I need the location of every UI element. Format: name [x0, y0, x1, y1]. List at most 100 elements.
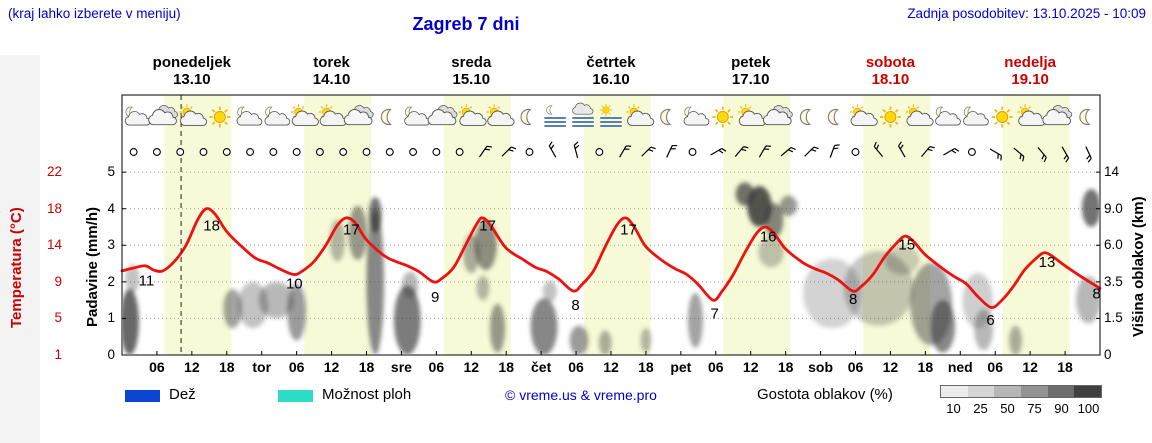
cloud-blob	[258, 281, 294, 319]
cloud-shape	[850, 110, 878, 126]
wind-barb-icon	[548, 141, 557, 158]
sun-ray	[211, 121, 216, 126]
weather-icon-cloud	[427, 105, 458, 126]
barb-tick	[1086, 154, 1091, 160]
weather-icon-sun	[712, 106, 734, 128]
cloud-shape	[487, 110, 515, 126]
day-header-četrtek: četrtek 16.10	[586, 54, 635, 88]
sun-ray	[739, 106, 743, 109]
x-axis-hour-label: 06	[847, 359, 864, 375]
barb-tick	[929, 146, 935, 149]
x-axis-hour-label: 06	[568, 359, 584, 375]
wind-barb-icon	[780, 146, 796, 157]
precipitation-tick-label: 4	[107, 200, 115, 216]
temperature-tick-label: 18	[46, 200, 62, 216]
density-tick-label: 75	[1027, 401, 1042, 416]
weather-icon-moon	[827, 108, 839, 126]
x-axis-day-label: čet	[531, 359, 552, 375]
x-axis-day-label: sre	[390, 359, 412, 375]
temperature-tick-label: 14	[46, 237, 62, 253]
wind-barb-icon	[1085, 146, 1092, 163]
density-tick-label: 90	[1054, 401, 1069, 416]
cloud-blob	[687, 292, 703, 348]
x-axis-day-label: tor	[252, 359, 272, 375]
barb-shaft	[548, 145, 557, 158]
weather-icon-moon	[380, 108, 392, 126]
cloud-shape	[963, 111, 989, 126]
wind-barb-icon	[758, 145, 771, 158]
weather-icon-sun-cloud	[486, 104, 515, 126]
x-axis-hour-label: 12	[184, 359, 200, 375]
x-axis-hour-label: 06	[987, 359, 1003, 375]
cloud-shape	[459, 110, 487, 126]
wind-calm-icon	[246, 148, 255, 156]
x-axis-hour-label: 12	[1022, 359, 1038, 375]
barb-tick	[718, 149, 724, 154]
wind-barb-icon	[873, 141, 884, 157]
barb-tick	[573, 141, 579, 146]
weather-icon-moon	[1079, 108, 1091, 126]
barb-shaft	[1013, 147, 1025, 157]
cloud-blob	[287, 283, 306, 341]
wind-barb-icon	[943, 147, 960, 156]
barb-tick	[764, 148, 770, 150]
weather-icon-cloud	[762, 105, 793, 126]
cloud-shape	[291, 110, 319, 126]
x-axis-hour-label: 18	[1057, 359, 1073, 375]
barb-tick	[1019, 154, 1022, 160]
cloud-height-tick-label: 6.0	[1104, 237, 1123, 253]
sun-ray	[714, 108, 719, 113]
cloud-shape	[762, 109, 792, 126]
barb-tick	[811, 148, 817, 152]
day-header-ponedeljek: ponedeljek 13.10	[153, 54, 231, 88]
barb-shaft	[478, 145, 488, 158]
sun-ray	[601, 105, 604, 108]
sun-shape	[879, 106, 901, 128]
barb-tick	[672, 144, 678, 147]
day-name: ponedeljek	[152, 54, 232, 71]
sun-disc	[716, 111, 729, 123]
sun-ray	[1006, 121, 1011, 126]
barb-tick	[813, 146, 819, 150]
barb-tick	[765, 145, 771, 147]
barb-tick	[550, 144, 555, 150]
day-header-petek: petek 17.10	[731, 54, 770, 88]
weather-icon-sun-cloud	[291, 104, 319, 126]
cloud-shape	[343, 109, 373, 126]
copyright-link[interactable]: © vreme.us & vreme.pro	[505, 387, 657, 403]
density-tick-label: 50	[1000, 401, 1015, 416]
barb-tick	[548, 141, 553, 147]
barb-shaft	[758, 145, 767, 158]
barb-shaft	[780, 147, 792, 157]
cloud-blob	[489, 303, 506, 353]
barb-tick	[1063, 154, 1068, 160]
sun-ray	[469, 106, 473, 109]
cloud-height-tick-label: 3.5	[1104, 273, 1123, 289]
sun-ray	[714, 121, 719, 126]
wind-calm-icon	[385, 148, 394, 156]
temperature-tick-label: 1	[54, 347, 62, 362]
sun-ray	[292, 106, 296, 109]
barb-shaft	[573, 145, 579, 158]
temperature-tick-label: 9	[54, 273, 62, 289]
barb-tick	[899, 144, 904, 150]
barb-tick	[650, 146, 656, 150]
moon-shape	[1079, 108, 1091, 126]
x-axis-hour-label: 18	[777, 359, 794, 375]
sun-shape	[599, 103, 613, 117]
barb-tick	[951, 149, 957, 154]
day-header-torek: torek 14.10	[313, 54, 351, 88]
showers-legend-swatch	[278, 390, 313, 402]
cloud-blob	[758, 236, 784, 268]
day-date: 14.10	[312, 71, 351, 88]
wind-calm-icon	[409, 148, 418, 156]
sun-ray	[851, 106, 855, 109]
day-date: 19.10	[1011, 71, 1049, 88]
weather-icon-moon-cloud	[264, 106, 291, 126]
barb-tick	[624, 148, 630, 150]
barb-tick	[741, 148, 747, 152]
barb-tick	[873, 141, 877, 147]
barb-shaft	[804, 146, 815, 157]
temperature-value-label: 8	[849, 291, 857, 308]
wind-barb-icon	[921, 146, 935, 157]
